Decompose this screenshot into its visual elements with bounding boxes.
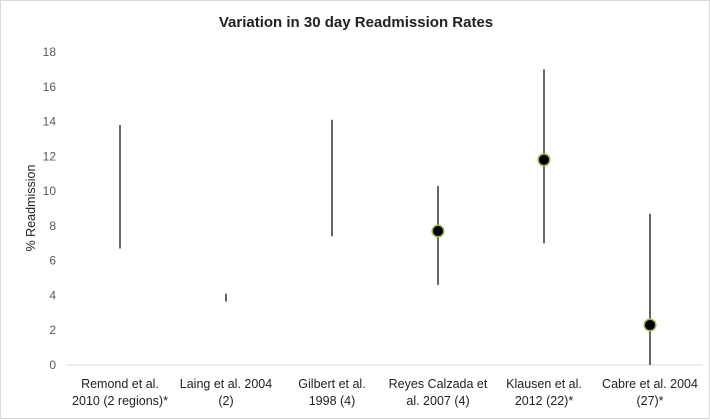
y-tick-label: 18 (43, 45, 57, 59)
category-label: 2012 (22)* (515, 394, 574, 408)
category-label: Laing et al. 2004 (180, 377, 272, 391)
y-tick-label: 4 (49, 288, 56, 302)
category-label: 1998 (4) (309, 394, 356, 408)
y-tick-label: 8 (49, 219, 56, 233)
category-label: (2) (218, 394, 233, 408)
y-tick-label: 16 (43, 80, 57, 94)
category-label: (27)* (636, 394, 663, 408)
category-label: al. 2007 (4) (406, 394, 469, 408)
data-points (431, 153, 657, 332)
y-axis-label: % Readmission (24, 165, 38, 252)
category-labels: Remond et al. 2010 (2 regions)* Laing et a… (72, 377, 698, 408)
category-label: Remond et al. (81, 377, 159, 391)
data-point (537, 153, 551, 167)
category-label: Klausen et al. (506, 377, 582, 391)
y-tick-label: 10 (43, 184, 57, 198)
category-label: Reyes Calzada et (389, 377, 488, 391)
category-label: Gilbert et al. (298, 377, 365, 391)
y-tick-label: 6 (49, 254, 56, 268)
y-tick-label: 14 (43, 115, 57, 129)
y-tick-label: 0 (49, 358, 56, 372)
category-label: Cabre et al. 2004 (602, 377, 698, 391)
y-axis-ticks: 0 2 4 6 8 10 12 14 16 18 (43, 45, 57, 372)
y-tick-label: 12 (43, 149, 57, 163)
y-tick-label: 2 (49, 323, 56, 337)
chart-title: Variation in 30 day Readmission Rates (219, 14, 493, 31)
data-point (431, 224, 445, 238)
data-point (643, 318, 657, 332)
range-lines (119, 69, 651, 365)
category-label: 2010 (2 regions)* (72, 394, 168, 408)
